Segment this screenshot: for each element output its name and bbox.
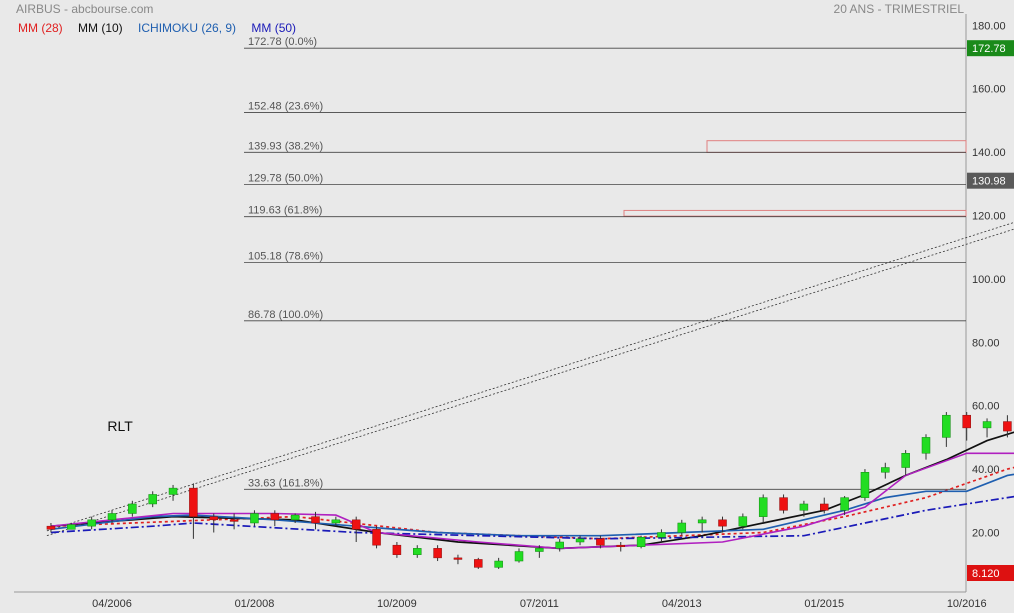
candle-body <box>921 437 931 454</box>
candle-body <box>881 467 890 473</box>
chart-title: AIRBUS <box>16 2 61 16</box>
y-tick-label: 20.00 <box>972 528 1000 540</box>
candle-body <box>758 497 768 517</box>
x-tick-label: 10/2016 <box>947 598 987 610</box>
candle-body <box>290 514 300 521</box>
legend-item-ichimoku[interactable]: ICHIMOKU (26, 9) <box>138 21 237 35</box>
candle-body <box>962 414 971 429</box>
x-tick-label: 04/2006 <box>92 598 132 610</box>
candle-body <box>67 524 76 530</box>
chart-annotation: RLT <box>107 418 133 434</box>
candle-body <box>718 519 727 527</box>
candle-body <box>575 538 585 543</box>
legend-item-mm10[interactable]: MM (10) <box>78 21 123 35</box>
candle-body <box>453 557 463 560</box>
legend-item-mm28[interactable]: MM (28) <box>18 21 63 35</box>
legend-item-mm50[interactable]: MM (50) <box>251 21 297 35</box>
candle-body <box>657 532 666 538</box>
fib-level-label: 172.78 (0.0%) <box>248 36 317 48</box>
y-tick-label: 100.00 <box>972 274 1006 286</box>
candle-body <box>250 513 259 524</box>
y-tick-label: 160.00 <box>972 84 1006 96</box>
fib-level-label: 105.18 (78.6%) <box>248 250 323 262</box>
y-tick-label: 120.00 <box>972 211 1006 223</box>
x-tick-label: 04/2013 <box>662 598 702 610</box>
moving-average-line <box>50 495 1014 540</box>
fib-level-label: 119.63 (61.8%) <box>248 205 322 217</box>
x-tick-label: 01/2008 <box>235 598 275 610</box>
candle-body <box>270 513 280 521</box>
fib-level-label: 129.78 (50.0%) <box>248 172 323 184</box>
chart-title-row: AIRBUS - abcbourse.com <box>16 2 153 16</box>
legend: MM (28) MM (10) ICHIMOKU (26, 9) MM (50) <box>18 21 296 35</box>
candle-body <box>535 548 544 552</box>
resistance-zone <box>623 209 967 217</box>
chart-source: - abcbourse.com <box>60 2 154 16</box>
candle-body <box>331 519 341 524</box>
last-price-label: 130.98 <box>972 176 1006 188</box>
candle-body <box>474 559 483 568</box>
candle-body <box>351 519 361 530</box>
candle-body <box>860 472 870 498</box>
fib-level-label: 152.48 (23.6%) <box>248 101 323 113</box>
candle-body <box>514 551 524 562</box>
candle-body <box>494 560 503 568</box>
candle-body <box>87 519 96 527</box>
candle-body <box>413 548 422 555</box>
candle-body <box>697 519 707 524</box>
x-tick-label: 07/2011 <box>520 598 559 610</box>
fib-level-label: 139.93 (38.2%) <box>248 140 323 152</box>
fib-level-label: 33.63 (161.8%) <box>248 477 323 489</box>
candle-body <box>168 487 178 495</box>
candle-body <box>820 503 829 511</box>
high-price-badge <box>967 40 1014 57</box>
moving-average-line <box>50 473 1014 537</box>
candle-body <box>372 529 381 546</box>
candle-body <box>840 497 849 511</box>
candle-body <box>799 503 809 511</box>
candle-body <box>46 525 56 530</box>
candle-body <box>555 541 564 549</box>
x-tick-label: 10/2009 <box>377 598 417 610</box>
fib-level-label: 86.78 (100.0%) <box>248 309 323 321</box>
candle-body <box>942 414 951 438</box>
x-tick-label: 01/2015 <box>804 598 844 610</box>
candle-body <box>982 421 992 429</box>
candle-body <box>311 516 320 524</box>
volume-label: 8.120 <box>972 568 1000 580</box>
candle-body <box>636 537 646 548</box>
candle-body <box>677 522 687 533</box>
candle-body <box>148 494 157 505</box>
volume-badge <box>967 565 1014 581</box>
candle-body <box>433 548 442 559</box>
candle-body <box>779 497 788 511</box>
y-tick-label: 80.00 <box>972 337 1000 349</box>
candle-body <box>392 544 402 555</box>
y-tick-label: 180.00 <box>972 20 1006 32</box>
candle-body <box>901 453 910 468</box>
candle-body <box>596 538 605 546</box>
candle-body <box>128 503 137 514</box>
high-price-label: 172.78 <box>972 43 1006 55</box>
candle-body <box>107 513 117 521</box>
candle-body <box>189 487 198 517</box>
y-tick-label: 60.00 <box>972 401 1000 413</box>
candle-body <box>229 519 239 522</box>
candle-body <box>1003 421 1012 432</box>
last-price-badge <box>967 172 1014 189</box>
y-tick-label: 40.00 <box>972 464 1000 476</box>
y-tick-label: 140.00 <box>972 147 1006 159</box>
candle-body <box>209 516 218 521</box>
candle-body <box>738 516 748 527</box>
chart-period: 20 ANS - TRIMESTRIEL <box>833 2 964 16</box>
candle-body <box>616 544 625 548</box>
